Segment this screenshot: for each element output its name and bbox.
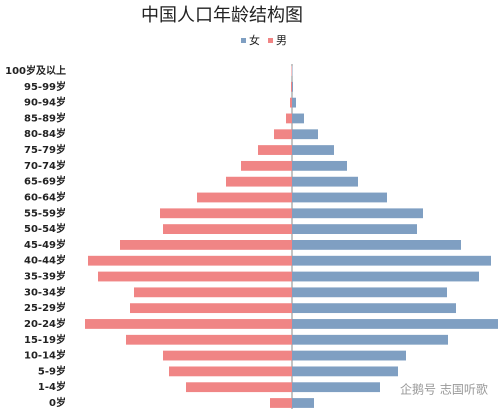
- chart-title: 中国人口年龄结构图: [141, 5, 303, 26]
- bar: [292, 398, 314, 408]
- category-label: 5-9岁: [38, 364, 66, 377]
- category-label: 0岁: [49, 396, 66, 409]
- bar: [291, 81, 292, 92]
- category-label: 65-69岁: [24, 175, 66, 188]
- bar: [292, 97, 296, 108]
- category-label: 95-99岁: [24, 80, 66, 93]
- bar: [292, 176, 358, 187]
- bar: [292, 208, 423, 219]
- category-label: 25-29岁: [24, 301, 66, 314]
- bar: [270, 398, 292, 408]
- category-label: 75-79岁: [24, 143, 66, 156]
- bar: [134, 287, 292, 298]
- watermark: 企鹅号 志国听歌: [400, 382, 488, 397]
- bar: [292, 303, 456, 314]
- category-label: 55-59岁: [24, 206, 66, 219]
- bar: [160, 208, 292, 219]
- bar: [292, 255, 491, 266]
- bar: [126, 334, 292, 345]
- bar: [98, 271, 292, 282]
- category-label: 10-14岁: [24, 349, 66, 362]
- category-label: 70-74岁: [24, 159, 66, 172]
- legend-swatch: [268, 38, 273, 43]
- category-label: 15-19岁: [24, 333, 66, 346]
- bar: [292, 334, 448, 345]
- bar: [197, 192, 292, 203]
- category-label: 60-64岁: [24, 190, 66, 203]
- bar: [292, 145, 334, 155]
- bar: [292, 81, 293, 92]
- bar: [292, 287, 447, 298]
- legend-label: 女: [249, 33, 260, 47]
- bar: [292, 319, 498, 329]
- bar: [85, 319, 292, 329]
- bar: [241, 160, 292, 171]
- category-label: 90-94岁: [24, 96, 66, 109]
- bar: [292, 192, 387, 203]
- category-label: 45-49岁: [24, 238, 66, 251]
- category-label: 1-4岁: [38, 380, 66, 393]
- category-label: 20-24岁: [24, 317, 66, 330]
- legend-label: 男: [276, 34, 287, 47]
- category-label: 30-34岁: [24, 285, 66, 298]
- bar: [226, 176, 292, 187]
- bar: [120, 240, 292, 250]
- bar: [130, 303, 292, 314]
- category-label: 35-39岁: [24, 270, 66, 283]
- bar: [292, 113, 304, 124]
- bar: [258, 145, 292, 155]
- legend-swatch: [241, 38, 246, 43]
- bar: [292, 350, 406, 361]
- category-label: 50-54岁: [24, 222, 66, 235]
- bar: [88, 255, 292, 266]
- bar: [292, 240, 461, 250]
- bar: [292, 129, 318, 140]
- bar: [291, 66, 292, 76]
- bar: [292, 66, 293, 76]
- category-label: 80-84岁: [24, 127, 66, 140]
- bar: [292, 271, 479, 282]
- bar: [169, 366, 292, 377]
- bar: [186, 382, 292, 393]
- bar: [274, 129, 292, 140]
- bar: [292, 366, 398, 377]
- category-label: 85-89岁: [24, 111, 66, 124]
- category-label: 40-44岁: [24, 254, 66, 267]
- bar: [290, 97, 292, 108]
- bar: [163, 350, 292, 361]
- bar: [292, 160, 347, 171]
- bar: [163, 224, 292, 234]
- bar: [292, 382, 380, 393]
- category-label: 100岁及以上: [5, 64, 66, 77]
- bar: [286, 113, 292, 124]
- bar: [292, 224, 417, 234]
